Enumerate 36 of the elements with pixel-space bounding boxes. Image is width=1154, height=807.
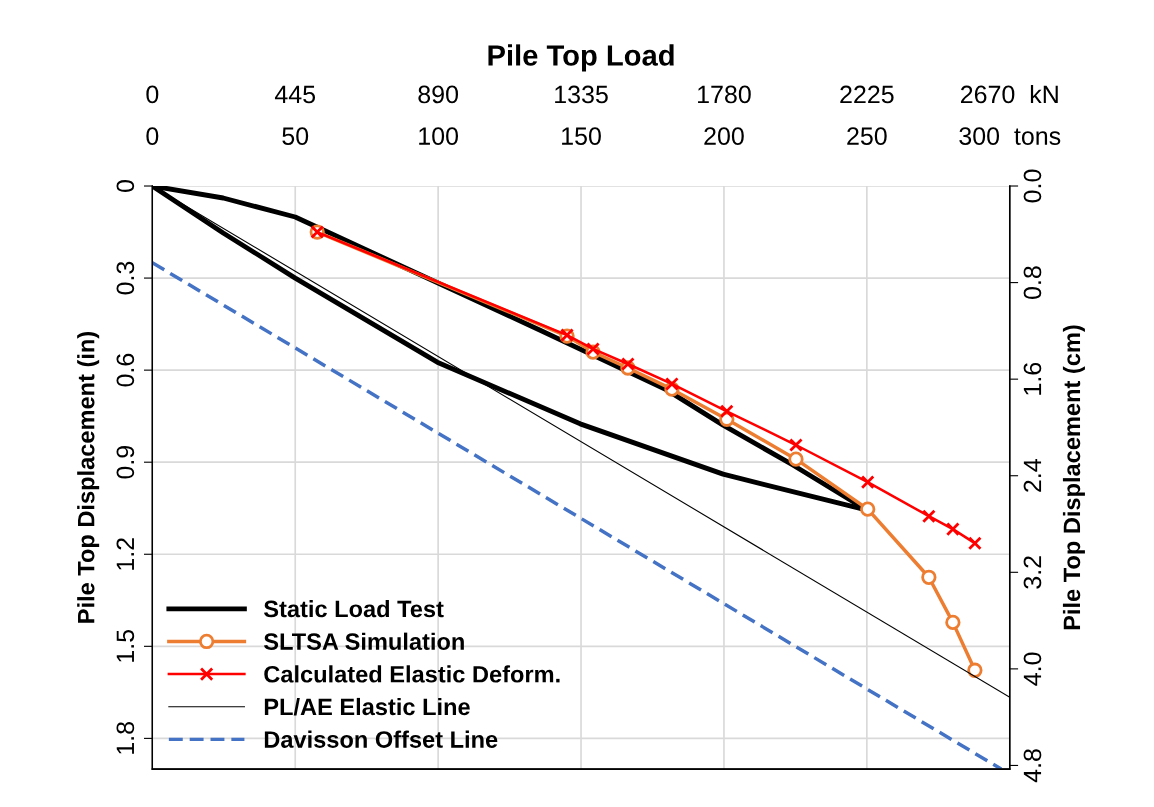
y-tick-label: 1.5 — [116, 629, 135, 662]
y2-tick-label: 4.0 — [1023, 652, 1042, 686]
y-tick-label: 1.8 — [116, 722, 135, 754]
x2-tick-label: 2225 — [840, 85, 894, 104]
x-tick-label: 300 tons — [959, 127, 1061, 145]
x-axis-title: Pile Top Load — [488, 44, 674, 72]
x2-tick-label: 0 — [146, 85, 159, 104]
legend-label: SLTSA Simulation — [263, 632, 464, 650]
x-tick-label: 250 — [847, 127, 887, 145]
y-tick-label: 1.2 — [116, 538, 134, 570]
x-tick-label: 100 — [419, 127, 459, 145]
y2-axis-title: Pile Top Displacement (cm) — [1062, 325, 1085, 630]
y-tick-label: 0 — [116, 180, 135, 192]
legend-label: PL/AE Elastic Line — [264, 697, 470, 716]
y-axis-title: Pile Top Displacement (in) — [77, 331, 100, 623]
y2-tick-label: 0.0 — [1023, 169, 1042, 203]
y-tick-label: 0.3 — [116, 261, 135, 295]
x2-tick-label: 2670 kN — [960, 84, 1058, 104]
y2-tick-label: 0.8 — [1023, 266, 1042, 299]
y2-tick-label: 4.8 — [1023, 749, 1042, 783]
x2-tick-label: 445 — [274, 85, 316, 104]
x2-tick-label: 1335 — [555, 85, 608, 104]
x-tick-label: 0 — [146, 127, 159, 145]
y2-tick-label: 2.4 — [1023, 459, 1042, 492]
legend-label: Static Load Test — [263, 599, 444, 618]
y2-tick-label: 3.2 — [1023, 556, 1042, 589]
legend-label: Calculated Elastic Deform. — [264, 665, 560, 683]
x2-tick-label: 890 — [418, 85, 459, 104]
x2-tick-label: 1780 — [698, 85, 751, 104]
y2-tick-label: 1.6 — [1023, 362, 1042, 395]
legend-label: Davisson Offset Line — [264, 730, 498, 748]
x-tick-label: 200 — [704, 127, 744, 145]
x-tick-label: 50 — [282, 127, 309, 145]
x-tick-label: 150 — [562, 127, 601, 145]
y-tick-label: 0.6 — [116, 353, 135, 387]
y-tick-label: 0.9 — [116, 446, 135, 479]
